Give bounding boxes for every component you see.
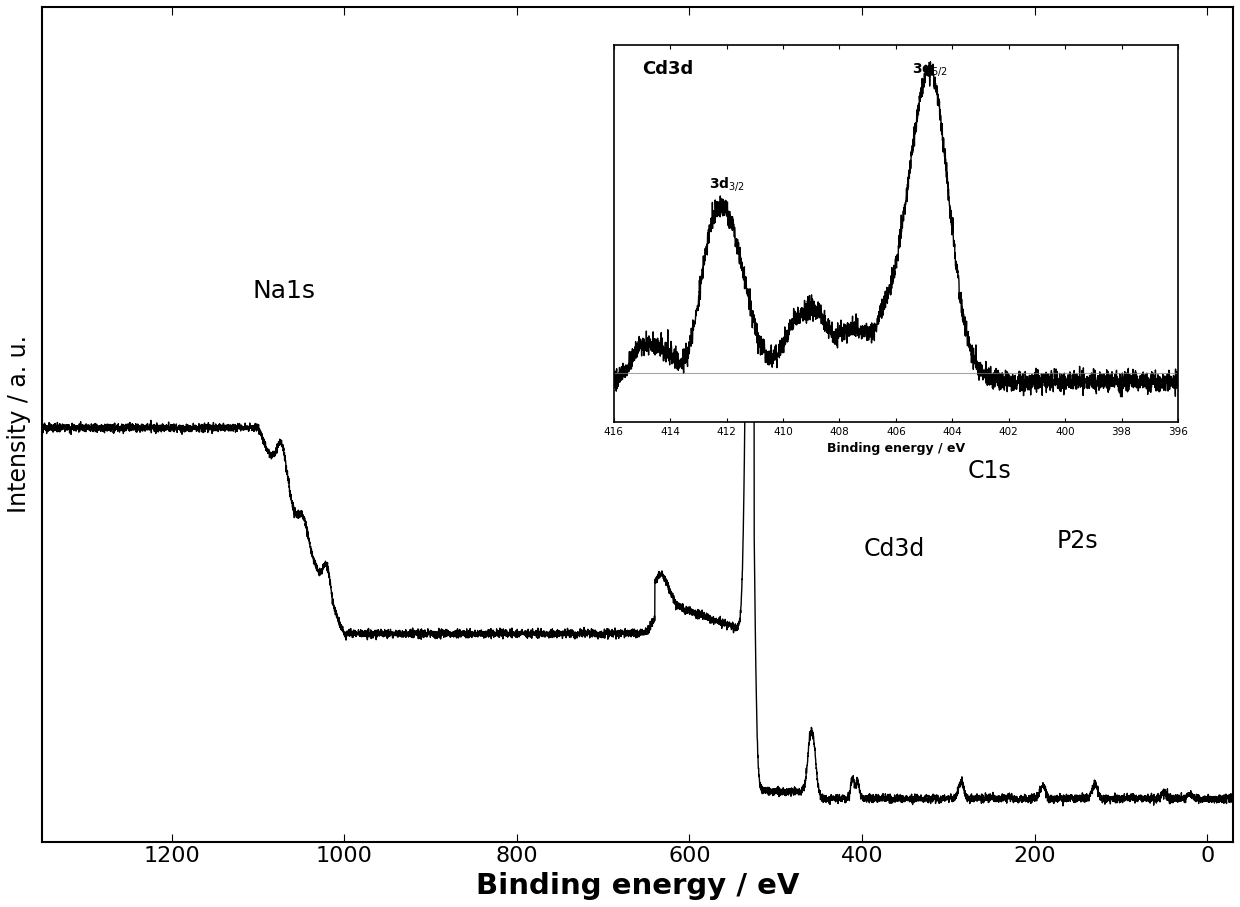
Text: Na1s: Na1s: [252, 279, 315, 303]
Text: P2s: P2s: [1056, 529, 1097, 553]
Text: O1s: O1s: [718, 88, 773, 116]
Text: Ti2p: Ti2p: [818, 349, 869, 374]
Text: Cd3d: Cd3d: [864, 537, 925, 561]
X-axis label: Binding energy / eV: Binding energy / eV: [827, 443, 965, 455]
Text: C1s: C1s: [967, 459, 1011, 483]
Text: 3d$_{5/2}$: 3d$_{5/2}$: [911, 60, 947, 78]
Y-axis label: Intensity / a. u.: Intensity / a. u.: [7, 336, 31, 513]
Text: Cd3d: Cd3d: [642, 61, 693, 78]
Text: P2p: P2p: [1112, 381, 1157, 405]
X-axis label: Binding energy / eV: Binding energy / eV: [476, 872, 800, 900]
Text: 3d$_{3/2}$: 3d$_{3/2}$: [708, 175, 745, 192]
